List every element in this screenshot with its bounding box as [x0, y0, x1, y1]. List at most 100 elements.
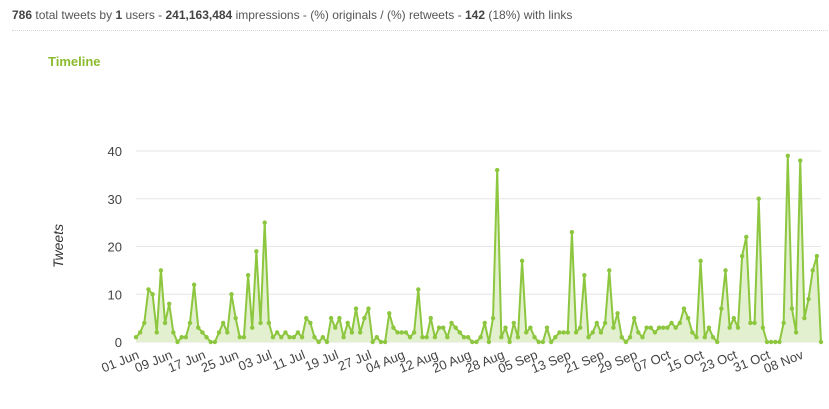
data-point: [723, 268, 728, 273]
data-point: [308, 320, 313, 326]
data-point: [768, 339, 774, 345]
data-point: [673, 325, 678, 330]
data-point: [569, 229, 575, 235]
data-point: [553, 335, 558, 340]
data-point: [158, 268, 164, 273]
data-point: [424, 335, 429, 340]
y-tick-label: 40: [108, 144, 122, 159]
data-point: [146, 287, 151, 292]
summary-divider: [12, 30, 828, 31]
data-point: [357, 330, 363, 335]
data-point: [594, 320, 600, 326]
data-point: [266, 320, 272, 326]
data-point: [399, 330, 404, 335]
data-point: [565, 330, 570, 335]
data-point: [366, 306, 371, 311]
data-point: [229, 292, 234, 297]
links-label: (18%) with links: [488, 8, 573, 22]
data-point: [499, 335, 504, 340]
y-tick-label: 0: [115, 335, 122, 350]
data-point: [619, 335, 624, 340]
data-point: [142, 320, 147, 326]
data-point: [706, 325, 712, 330]
data-point: [171, 330, 176, 335]
data-point: [656, 325, 662, 330]
data-point: [486, 339, 492, 345]
y-axis-label: Tweets: [50, 224, 66, 268]
data-point: [382, 339, 388, 345]
data-point: [411, 330, 417, 335]
data-point: [407, 335, 413, 340]
data-point: [162, 320, 168, 326]
data-point: [789, 306, 795, 311]
data-point: [694, 335, 699, 340]
data-point: [316, 339, 321, 345]
data-point: [665, 325, 670, 330]
data-point: [470, 339, 475, 345]
data-point: [328, 315, 334, 321]
data-point: [515, 335, 521, 340]
data-point: [428, 315, 433, 321]
data-point: [598, 330, 604, 335]
users-label: users -: [125, 8, 163, 22]
data-point: [258, 320, 263, 326]
data-point: [187, 320, 193, 326]
data-point: [793, 330, 799, 335]
x-tick-label: 03 Jul: [236, 347, 274, 374]
series-area: [136, 155, 821, 342]
total-tweets-count: 786: [12, 8, 33, 22]
data-point: [378, 339, 384, 345]
data-point: [254, 249, 259, 254]
data-point: [461, 335, 467, 340]
data-point: [710, 335, 716, 340]
data-point: [183, 335, 189, 340]
grid-lines: [136, 150, 821, 343]
data-point: [341, 335, 346, 340]
data-point: [283, 330, 288, 335]
data-point: [640, 335, 645, 340]
data-point: [735, 325, 741, 330]
data-point: [532, 335, 537, 340]
data-point: [137, 330, 143, 335]
data-point: [362, 315, 367, 321]
data-point: [636, 330, 641, 335]
data-point: [432, 335, 438, 340]
data-point: [627, 335, 633, 340]
data-point: [814, 253, 820, 259]
y-tick-label: 20: [108, 240, 122, 255]
data-point: [420, 335, 425, 340]
data-point: [690, 330, 695, 335]
data-point: [299, 335, 305, 340]
data-point: [345, 320, 350, 326]
summary-line: 786 total tweets by 1 users - 241,163,48…: [12, 8, 572, 22]
series-line: [135, 154, 822, 343]
data-point: [777, 339, 782, 345]
data-point: [245, 272, 251, 278]
data-point: [731, 315, 737, 321]
data-point: [760, 325, 766, 330]
data-point: [150, 292, 155, 297]
users-count: 1: [115, 8, 123, 22]
data-point: [191, 282, 197, 287]
total-tweets-label: total tweets by: [35, 8, 113, 22]
data-point: [287, 335, 292, 340]
data-point: [648, 325, 653, 330]
data-point: [715, 339, 720, 345]
data-point: [798, 158, 803, 163]
data-point: [727, 325, 732, 330]
data-point: [212, 339, 218, 345]
data-point: [524, 330, 529, 335]
data-point: [548, 339, 554, 345]
data-point: [781, 320, 786, 326]
data-point: [474, 339, 479, 345]
data-point: [519, 258, 525, 264]
data-point: [748, 320, 753, 326]
data-point: [785, 153, 790, 158]
series-points: [133, 153, 824, 345]
data-point: [681, 306, 687, 311]
data-point: [395, 330, 400, 335]
data-point: [449, 320, 454, 326]
data-point: [669, 320, 674, 326]
data-point: [644, 325, 649, 330]
data-point: [374, 335, 379, 340]
